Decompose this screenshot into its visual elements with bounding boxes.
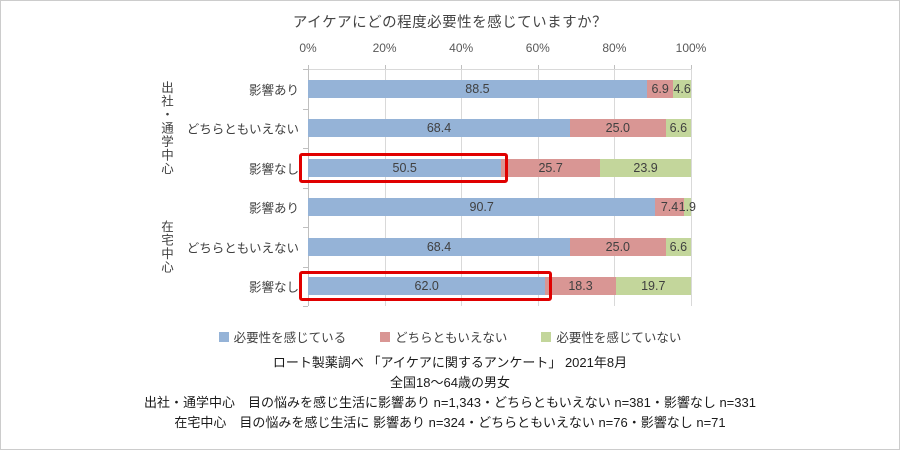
gridline <box>461 69 463 306</box>
legend-label: どちらともいえない <box>395 331 508 345</box>
gridline <box>537 69 539 306</box>
bar-value-label: 1.9 <box>678 200 697 215</box>
legend-swatch-icon <box>541 331 552 342</box>
x-axis-tick <box>614 65 616 69</box>
row-label: 影響なし <box>248 162 299 177</box>
legend-swatch-icon <box>218 331 229 342</box>
bar-segment: 4.6 <box>673 79 691 98</box>
group-label: 在宅中心 <box>159 219 173 274</box>
bar-segment: 68.4 <box>308 237 570 256</box>
row-label: 影響なし <box>248 280 299 295</box>
bar-value-label: 6.9 <box>651 81 669 96</box>
bar-segment: 50.5 <box>308 158 502 177</box>
x-axis-line <box>308 69 691 70</box>
bar-segment: 90.7 <box>308 198 656 217</box>
stacked-bar-row: 68.4 25.0 6.6 <box>308 119 691 138</box>
category-axis-tick <box>303 148 308 149</box>
bar-value-label: 4.6 <box>673 81 691 96</box>
x-axis-tick-label: 100% <box>675 41 707 55</box>
bar-value-label: 25.7 <box>538 160 563 175</box>
bar-segment: 25.0 <box>569 237 666 256</box>
bar-value-label: 19.7 <box>641 279 666 294</box>
bar-value-label: 6.6 <box>669 239 688 254</box>
bar-value-label: 23.9 <box>633 160 658 175</box>
bar-segment: 19.7 <box>615 277 691 296</box>
row-label: どちらともいえない <box>186 122 299 137</box>
bar-value-label: 68.4 <box>426 121 452 136</box>
category-axis-line <box>308 69 309 306</box>
chart-legend: 必要性を感じている どちらともいえない 必要性を感じていない <box>1 327 899 346</box>
x-axis-tick <box>461 65 463 69</box>
bar-value-label: 50.5 <box>392 160 417 175</box>
row-label: 影響あり <box>248 201 299 216</box>
bar-segment: 68.4 <box>308 119 570 138</box>
x-axis-tick <box>537 65 539 69</box>
stacked-bar-row: 50.5 25.7 23.9 <box>308 158 692 177</box>
bar-value-label: 7.4 <box>660 200 679 215</box>
gridline <box>614 69 616 306</box>
row-label: どちらともいえない <box>186 241 299 256</box>
bar-segment: 88.5 <box>308 79 647 98</box>
stacked-bar-row: 90.7 7.4 1.9 <box>308 198 696 217</box>
bar-value-label: 62.0 <box>414 279 439 294</box>
legend-label: 必要性を感じていない <box>556 331 682 345</box>
footnote-source: ロート製薬調べ 「アイケアに関するアンケート」 2021年8月 <box>272 355 628 370</box>
bar-segment: 1.9 <box>679 198 696 217</box>
bar-value-label: 25.0 <box>605 121 631 136</box>
bar-value-label: 88.5 <box>465 81 490 96</box>
x-axis-tick-label: 0% <box>299 41 317 55</box>
x-axis-tick-label: 20% <box>372 41 397 55</box>
legend-item: どちらともいえない <box>380 327 507 346</box>
x-axis-tick <box>308 65 309 69</box>
category-axis-tick <box>303 187 308 189</box>
category-axis-tick <box>303 69 308 70</box>
legend-swatch-icon <box>380 331 391 342</box>
category-axis-tick <box>303 108 308 110</box>
stacked-bar-row: 68.4 25.0 6.6 <box>308 237 691 256</box>
x-axis-tick-label: 40% <box>449 41 474 55</box>
footnotes: ロート製薬調べ 「アイケアに関するアンケート」 2021年8月 全国18～64歳… <box>1 353 899 433</box>
legend-item: 必要性を感じている <box>218 327 347 346</box>
bar-segment: 25.7 <box>501 158 600 177</box>
bar-segment: 23.9 <box>599 158 692 177</box>
x-axis-tick-label: 80% <box>602 41 627 55</box>
highlight-box <box>299 271 553 302</box>
bar-segment: 6.9 <box>646 79 674 98</box>
stacked-bar-row: 62.0 18.3 19.7 <box>308 277 691 296</box>
chart-title: アイケアにどの程度必要性を感じていますか？ <box>292 15 608 31</box>
legend-label: 必要性を感じている <box>233 331 347 345</box>
bar-value-label: 6.6 <box>669 121 688 136</box>
stacked-bar-row: 88.5 6.9 4.6 <box>308 79 691 98</box>
bar-segment: 25.0 <box>569 119 666 138</box>
bar-segment: 62.0 <box>308 277 546 296</box>
category-axis-tick <box>303 227 308 228</box>
bar-segment: 6.6 <box>665 119 691 138</box>
legend-item: 必要性を感じていない <box>541 327 681 346</box>
bar-value-label: 68.4 <box>426 239 452 254</box>
bar-value-label: 25.0 <box>605 239 631 254</box>
x-axis-tick <box>384 65 386 69</box>
row-label: 影響あり <box>248 83 299 98</box>
bar-segment: 6.6 <box>665 237 691 256</box>
footnote-sample-commute: 出社・通学中心 目の悩みを感じ生活に影響あり n=1,343・どちらともいえない… <box>144 395 756 410</box>
bar-segment: 18.3 <box>545 277 616 296</box>
category-axis-tick <box>303 266 308 268</box>
bar-segment: 7.4 <box>655 198 684 217</box>
bar-value-label: 18.3 <box>568 279 593 294</box>
x-axis-tick-label: 60% <box>525 41 550 55</box>
group-label: 出社・通学中心 <box>159 81 173 176</box>
category-axis-tick <box>303 306 308 307</box>
x-axis-tick <box>691 65 692 69</box>
highlight-box <box>299 152 509 183</box>
footnote-population: 全国18～64歳の男女 <box>390 375 510 390</box>
bar-value-label: 90.7 <box>469 200 494 215</box>
gridline <box>691 69 692 306</box>
footnote-sample-home: 在宅中心 目の悩みを感じ生活に 影響あり n=324・どちらともいえない n=7… <box>174 415 726 430</box>
gridline <box>384 69 386 306</box>
